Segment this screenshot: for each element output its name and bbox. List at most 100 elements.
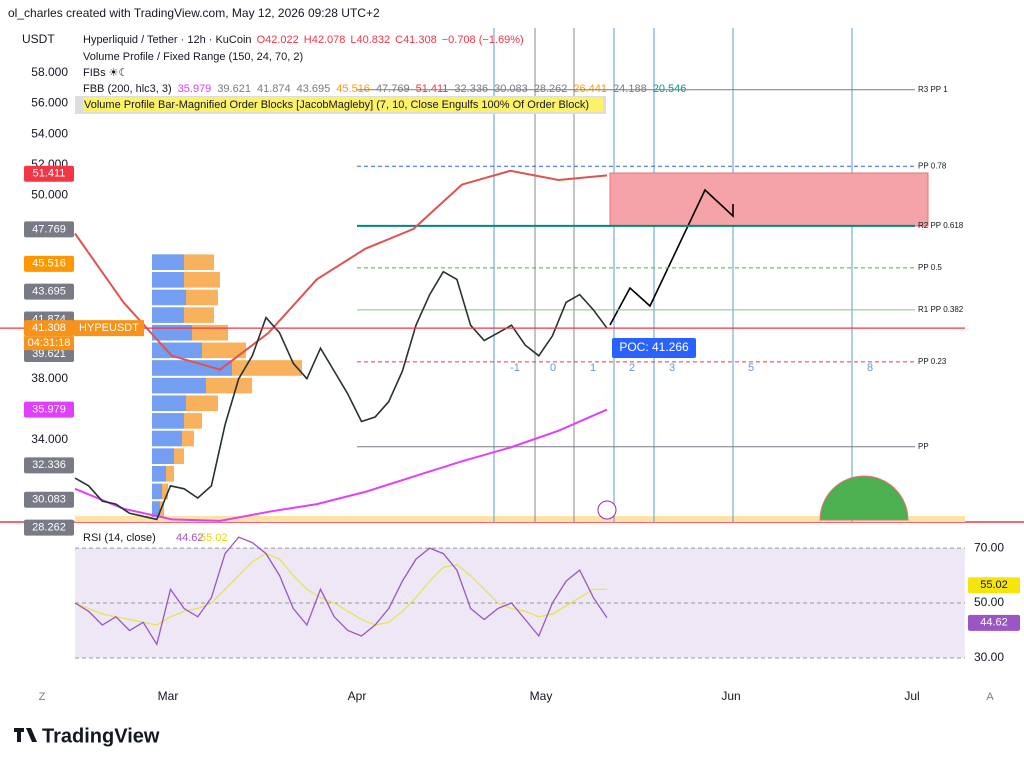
legend-high: H42.078 — [304, 34, 346, 46]
legend-fbb-value: 45.516 — [336, 83, 370, 95]
price-label: 45.516 — [32, 258, 66, 270]
volume-up — [152, 360, 232, 376]
brand: TradingView — [42, 725, 160, 747]
corner-right: A — [986, 691, 994, 703]
rsi-label-box — [968, 614, 1020, 631]
cycle-label: 2 — [629, 362, 635, 374]
price-label-box — [24, 320, 74, 337]
time-label: May — [530, 689, 553, 703]
price-label: 51.411 — [33, 168, 66, 180]
cycle-label: 0 — [550, 362, 556, 374]
fib-label: PP 0.5 — [918, 263, 942, 272]
volume-up — [152, 342, 202, 359]
price-label: 39.621 — [32, 348, 66, 360]
price-label-box — [24, 255, 74, 272]
price-label-box — [24, 165, 74, 182]
line-rsi-ma — [74, 552, 607, 626]
price-label: 43.695 — [32, 286, 66, 298]
volume-down — [184, 271, 220, 288]
volume-up — [152, 448, 174, 464]
fib-label: PP 0.78 — [918, 161, 947, 170]
legend-highlight-box — [83, 97, 603, 112]
legend-fbb-value: 47.769 — [376, 83, 410, 95]
price-label-box — [24, 283, 74, 300]
price-label: 32.336 — [32, 459, 66, 471]
countdown-box — [24, 336, 74, 351]
poc-box — [612, 338, 696, 358]
legend-close: C41.308 — [395, 34, 437, 46]
rsi-ma-value: 55.02 — [200, 532, 228, 544]
volume-up — [152, 413, 184, 429]
legend-fbb-value: 41.874 — [257, 83, 291, 95]
target-zone — [609, 172, 929, 227]
volume-down — [202, 342, 246, 359]
volume-up — [152, 324, 192, 341]
y-tick-label: 38.000 — [31, 371, 68, 385]
fib-label: R2 PP 0.618 — [918, 221, 964, 230]
volume-down — [184, 254, 214, 270]
volume-down — [232, 360, 302, 376]
cycle-label: -1 — [510, 362, 520, 374]
volume-up — [152, 483, 162, 500]
legend-fbb-value: 28.262 — [534, 83, 568, 95]
y-tick-label: 54.000 — [31, 126, 68, 140]
volume-down — [160, 501, 164, 517]
volume-down — [162, 483, 168, 500]
fib-label: R3 PP 1 — [918, 85, 948, 94]
cycle-label: 5 — [748, 362, 754, 374]
rsi-label: 44.62 — [980, 617, 1008, 629]
price-label: 47.769 — [32, 223, 66, 235]
watermark: ol_charles created with TradingView.com,… — [8, 6, 380, 20]
legend-fbb-value: 35.979 — [178, 83, 212, 95]
cycle-label: 1 — [590, 362, 596, 374]
fib-label: R1 PP 0.382 — [918, 305, 964, 314]
cycle-marker — [819, 475, 909, 521]
legend-fbb-value: 24.188 — [613, 83, 647, 95]
legend-order-blocks: Volume Profile Bar-Magnified Order Block… — [84, 99, 589, 111]
legend-low: L40.832 — [350, 34, 390, 46]
legend-fibs: FIBs ☀☾ — [83, 67, 128, 79]
legend-change: −0.708 (−1.69%) — [442, 34, 524, 46]
line-basis — [74, 408, 608, 522]
price-label-box — [24, 457, 74, 474]
legend-fbb-value: 20.546 — [653, 83, 687, 95]
volume-up — [152, 501, 160, 517]
symbol-box — [74, 320, 144, 337]
rsi-tick-label: 50.00 — [974, 595, 1004, 609]
volume-down — [206, 377, 252, 394]
rsi-label: 55.02 — [980, 579, 1008, 591]
volume-down — [182, 430, 194, 447]
legend-fbb-name: FBB (200, hlc3, 3) — [83, 83, 172, 95]
y-tick-label: 56.000 — [31, 96, 68, 110]
price-label: 41.308 — [32, 322, 66, 334]
y-tick-label: 34.000 — [31, 432, 68, 446]
time-label: Jun — [721, 689, 740, 703]
volume-down — [184, 307, 214, 323]
symbol-label: HYPEUSDT — [79, 322, 139, 334]
order-block — [75, 516, 965, 522]
cycle-label: 8 — [867, 362, 873, 374]
legend-fbb-value: 30.083 — [494, 83, 528, 95]
fib-label: PP 0.23 — [918, 357, 947, 366]
corner-left: Z — [39, 691, 46, 703]
volume-up — [152, 289, 186, 306]
price-label-box — [24, 491, 74, 508]
projection-arrow — [609, 188, 734, 326]
legend-line: Hyperliquid / Tether · 12h · KuCoin O42.0… — [83, 34, 524, 46]
rsi-value: 44.62 — [176, 532, 204, 544]
legend-fbb-value: 32.336 — [454, 83, 488, 95]
volume-up — [152, 465, 166, 482]
legend-fbb-value: 43.695 — [297, 83, 331, 95]
legend-fbb-value: 39.621 — [217, 83, 251, 95]
y-tick-label: 50.000 — [31, 187, 68, 201]
rsi-tick-label: 70.00 — [974, 540, 1004, 554]
event-icon — [597, 500, 617, 520]
cycle-label: 3 — [669, 362, 675, 374]
countdown: 04:31:18 — [28, 337, 71, 349]
volume-up — [152, 430, 182, 447]
fib-label: PP — [918, 442, 929, 451]
y-tick-label: 58.000 — [31, 65, 68, 79]
price-label: 30.083 — [32, 494, 66, 506]
rsi-label-box — [968, 577, 1020, 594]
time-label: Jul — [904, 689, 919, 703]
